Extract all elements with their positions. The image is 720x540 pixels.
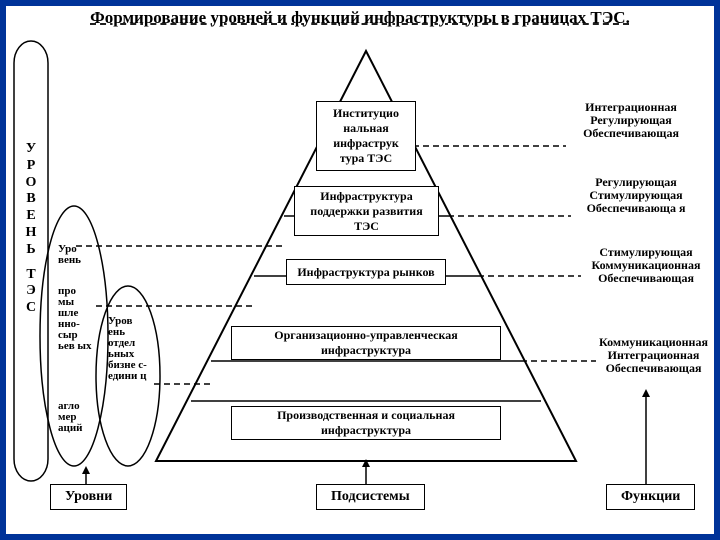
canvas: Формирование уровней и функций инфрастру… [6, 6, 714, 534]
bottom-label-right: Функции [606, 484, 695, 510]
page-title: Формирование уровней и функций инфрастру… [6, 8, 714, 28]
pyramid-tier-2: Инфраструктура поддержки развития ТЭС [294, 186, 439, 236]
left-level-2: про мы шле нно- сыр ьев ых [58, 286, 92, 352]
bottom-label-left: Уровни [50, 484, 127, 510]
vertical-axis-label: УРОВЕНЬ ТЭС [24, 141, 38, 317]
pyramid-tier-1: Институцио нальная инфраструк тура ТЭС [316, 101, 416, 171]
function-group-4: Коммуникационная Интеграционная Обеспечи… [591, 336, 716, 376]
left-level-3: Уров ень отдел ьных бизне с- едини ц [108, 316, 150, 382]
bottom-label-mid: Подсистемы [316, 484, 425, 510]
pyramid-tier-5: Производственная и социальная инфраструк… [231, 406, 501, 440]
left-level-1: Уро вень [58, 244, 92, 266]
function-group-2: Регулирующая Стимулирующая Обеспечивающа… [571, 176, 701, 216]
left-level-4: агло мер аций [58, 401, 96, 434]
pyramid-tier-3: Инфраструктура рынков [286, 259, 446, 285]
function-group-1: Интеграционная Регулирующая Обеспечивающ… [566, 101, 696, 141]
function-group-3: Стимулирующая Коммуникационная Обеспечив… [581, 246, 711, 286]
pyramid-tier-4: Организационно-управленческая инфраструк… [231, 326, 501, 360]
